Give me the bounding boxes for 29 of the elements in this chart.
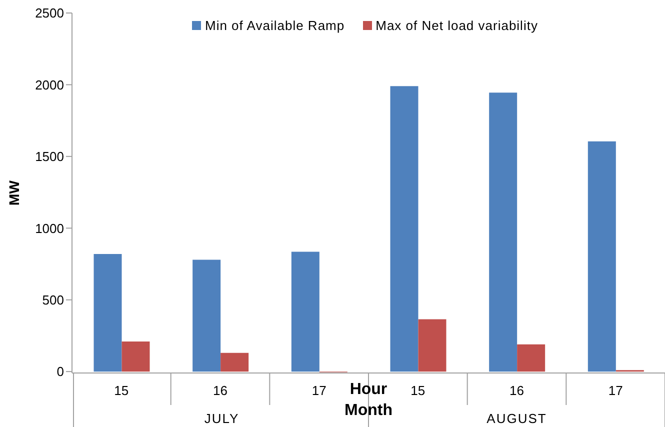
y-tick-label: 0: [56, 364, 64, 380]
x-tick-label: 15: [114, 383, 129, 398]
y-tick-label: 1500: [35, 149, 64, 164]
legend-label: Max of Net load variability: [376, 18, 538, 33]
y-tick-label: 2000: [35, 77, 64, 92]
legend-label: Min of Available Ramp: [205, 18, 345, 33]
bar: [94, 254, 122, 372]
y-tick-label: 500: [42, 292, 64, 308]
bar: [588, 141, 616, 372]
y-tick-label: 2500: [35, 6, 64, 21]
bar: [291, 252, 320, 372]
x-axis-title: Hour: [348, 380, 388, 400]
text: Month: [344, 401, 394, 421]
bar: [418, 319, 446, 372]
text: AUGUST: [486, 411, 547, 426]
bar: [122, 341, 150, 372]
y-axis-title: MW: [6, 180, 22, 206]
x-tick-label: 16: [213, 383, 228, 398]
x-tick-label: 17: [312, 383, 326, 398]
bar: [390, 86, 418, 372]
text: JULY: [204, 411, 240, 426]
y-tick-label: 1000: [35, 220, 64, 236]
bar: [220, 352, 249, 372]
bar: [192, 260, 221, 372]
x-tick-label: 16: [510, 383, 524, 398]
bar: [489, 92, 518, 372]
bar: [517, 344, 546, 372]
x-tick-label: 15: [410, 383, 426, 398]
x-tick-label: 17: [608, 383, 623, 398]
